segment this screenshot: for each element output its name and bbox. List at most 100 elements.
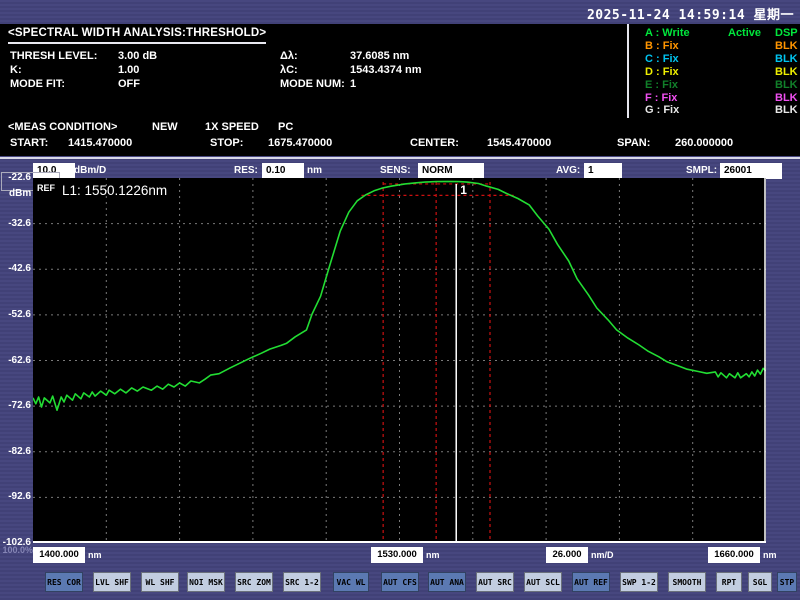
k-value: 1.00 xyxy=(118,64,139,76)
sens-field[interactable]: NORM xyxy=(418,163,484,179)
softkey-rpt[interactable]: RPT xyxy=(716,572,742,592)
y-tick--82.6: -82.6 xyxy=(1,446,31,457)
y-tick--72.6: -72.6 xyxy=(1,400,31,411)
lambda-c-value: 1543.4374 nm xyxy=(350,64,422,76)
mode-fit-label: MODE FIT: xyxy=(10,78,65,90)
res-label: RES: xyxy=(234,165,258,176)
x-axis-unit: nm xyxy=(426,550,440,560)
spectrum-svg xyxy=(33,178,766,543)
meas-span-label: SPAN: xyxy=(617,137,650,149)
y-tick--52.6: -52.6 xyxy=(1,309,31,320)
trace-label: E : Fix xyxy=(645,79,678,91)
x-axis-unit: nm xyxy=(88,550,102,560)
trace-display-status[interactable]: BLK xyxy=(775,92,798,104)
softkey-sgl[interactable]: SGL xyxy=(748,572,772,592)
trace-row-B[interactable]: B : Fix BLK xyxy=(629,40,800,53)
mode-num-label: MODE NUM: xyxy=(280,78,345,90)
softkey-vac-wl[interactable]: VAC WL xyxy=(333,572,369,592)
trace-row-C[interactable]: C : Fix BLK xyxy=(629,53,800,66)
level-unit-label: dBm/D xyxy=(74,165,106,176)
x-axis-field-1530.000[interactable]: 1530.000 xyxy=(371,547,423,563)
analysis-title: <SPECTRAL WIDTH ANALYSIS:THRESHOLD> xyxy=(8,27,266,44)
trace-label: D : Fix xyxy=(645,66,679,78)
meas-start-label: START: xyxy=(10,137,48,149)
trace-row-E[interactable]: E : Fix BLK xyxy=(629,79,800,92)
x-axis-field-1400.000[interactable]: 1400.000 xyxy=(33,547,85,563)
meas-title: <MEAS CONDITION> xyxy=(8,121,117,133)
thresh-level-value: 3.00 dB xyxy=(118,50,157,62)
k-label: K: xyxy=(10,64,22,76)
x-axis-unit: nm/D xyxy=(591,550,614,560)
softkey-wl-shf[interactable]: WL SHF xyxy=(141,572,179,592)
res-unit-label: nm xyxy=(307,165,322,176)
meas-condition-panel: <MEAS CONDITION> NEW 1X SPEED PC START: 1… xyxy=(0,118,800,156)
y-axis-unit: dBm xyxy=(9,188,31,199)
meas-center-label: CENTER: xyxy=(410,137,459,149)
res-field[interactable]: 0.10 xyxy=(262,163,304,179)
header-panel: <SPECTRAL WIDTH ANALYSIS:THRESHOLD> THRE… xyxy=(0,24,800,156)
meas-mode: NEW xyxy=(152,121,178,133)
meas-interface: PC xyxy=(278,121,293,133)
softkey-stp[interactable]: STP xyxy=(777,572,797,592)
sens-label: SENS: xyxy=(380,165,411,176)
y-tick--22.6: -22.6 xyxy=(1,172,31,183)
smpl-field[interactable]: 26001 xyxy=(720,163,782,179)
trace-status-table: A : WriteActiveDSPB : FixBLKC : FixBLKD … xyxy=(627,24,800,118)
softkey-smooth[interactable]: SMOOTH xyxy=(668,572,706,592)
y-tick--42.6: -42.6 xyxy=(1,263,31,274)
trace-display-status[interactable]: BLK xyxy=(775,53,798,65)
softkey-aut-scl[interactable]: AUT SCL xyxy=(524,572,562,592)
trace-active-label: Active xyxy=(728,27,761,39)
meas-start-value: 1415.470000 xyxy=(68,137,132,149)
delta-lambda-label: Δλ: xyxy=(280,50,298,62)
softkey-aut-ana[interactable]: AUT ANA xyxy=(428,572,466,592)
trace-display-status[interactable]: BLK xyxy=(775,40,798,52)
thresh-level-label: THRESH LEVEL: xyxy=(10,50,97,62)
trace-display-status[interactable]: BLK xyxy=(775,79,798,91)
trace-label: G : Fix xyxy=(645,104,679,116)
trace-label: B : Fix xyxy=(645,40,679,52)
softkey-lvl-shf[interactable]: LVL SHF xyxy=(93,572,131,592)
mode-fit-value: OFF xyxy=(118,78,140,90)
x-axis-field-1660.000[interactable]: 1660.000 xyxy=(708,547,760,563)
softkey-res-cor[interactable]: RES COR xyxy=(45,572,83,592)
osa-screen: 2025-11-24 14:59:14 星期一 <SPECTRAL WIDTH … xyxy=(0,0,800,600)
separator-line xyxy=(0,157,800,159)
y-tick--32.6: -32.6 xyxy=(1,218,31,229)
softkey-noi-msk[interactable]: NOI MSK xyxy=(187,572,225,592)
trace-row-A[interactable]: A : Write Active DSP xyxy=(629,27,800,40)
softkey-aut-cfs[interactable]: AUT CFS xyxy=(381,572,419,592)
avg-label: AVG: xyxy=(556,165,580,176)
trace-label: C : Fix xyxy=(645,53,679,65)
meas-span-value: 260.000000 xyxy=(675,137,733,149)
spectrum-plot[interactable]: REF L1: 1550.1226nm 1 xyxy=(33,178,766,543)
softkey-swp-1-2[interactable]: SWP 1-2 xyxy=(620,572,658,592)
x-axis-field-26.000[interactable]: 26.000 xyxy=(546,547,588,563)
y-tick--92.6: -92.6 xyxy=(1,491,31,502)
lambda-c-label: λC: xyxy=(280,64,298,76)
trace-row-F[interactable]: F : FixBLK xyxy=(629,92,800,105)
trace-display-status[interactable]: BLK xyxy=(775,66,798,78)
trace-display-status[interactable]: BLK xyxy=(775,104,798,116)
meas-stop-value: 1675.470000 xyxy=(268,137,332,149)
avg-field[interactable]: 1 xyxy=(584,163,622,179)
softkey-src-zom[interactable]: SRC ZOM xyxy=(235,572,273,592)
trace-row-D[interactable]: D : Fix BLK xyxy=(629,66,800,79)
softkey-src-1-2[interactable]: SRC 1-2 xyxy=(283,572,321,592)
softkey-aut-ref[interactable]: AUT REF xyxy=(572,572,610,592)
y-tick--102.6: -102.6 xyxy=(1,537,31,548)
ref-indicator: REF xyxy=(37,183,55,193)
marker-number-label: 1 xyxy=(460,183,467,197)
y-tick--62.6: -62.6 xyxy=(1,355,31,366)
mode-num-value: 1 xyxy=(350,78,356,90)
smpl-label: SMPL: xyxy=(686,165,717,176)
x-axis-unit: nm xyxy=(763,550,777,560)
marker-readout: L1: 1550.1226nm xyxy=(62,183,167,198)
trace-display-status[interactable]: DSP xyxy=(775,27,798,39)
trace-row-G[interactable]: G : Fix BLK xyxy=(629,104,800,117)
meas-center-value: 1545.470000 xyxy=(487,137,551,149)
meas-stop-label: STOP: xyxy=(210,137,243,149)
meas-speed: 1X SPEED xyxy=(205,121,259,133)
trace-label: A : Write xyxy=(645,27,690,39)
softkey-aut-src[interactable]: AUT SRC xyxy=(476,572,514,592)
